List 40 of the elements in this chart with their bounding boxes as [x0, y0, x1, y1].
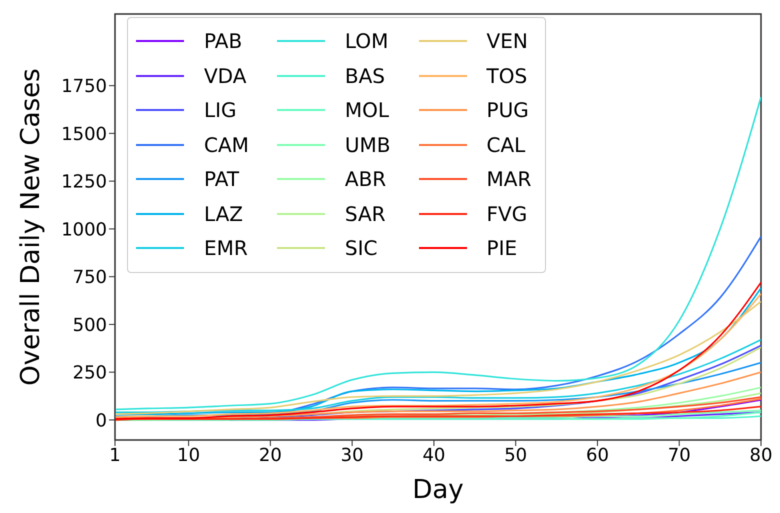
legend-label: BAS	[344, 64, 386, 88]
x-tick-label: 20	[258, 444, 282, 466]
x-tick-label: 80	[750, 444, 772, 466]
legend-label: LAZ	[204, 202, 243, 226]
legend-label: CAM	[204, 132, 249, 157]
x-tick-label: 40	[422, 444, 446, 466]
x-tick-label: 50	[504, 444, 528, 466]
legend-label: PIE	[486, 236, 518, 260]
legend-label: VDA	[204, 64, 246, 88]
legend-label: LIG	[204, 98, 237, 122]
y-tick-label: 1000	[61, 219, 107, 240]
y-tick-label: 500	[72, 314, 107, 336]
x-tick-label: 70	[668, 444, 691, 466]
x-tick-label: 60	[586, 444, 609, 466]
y-tick-label: 1250	[61, 172, 107, 193]
y-axis-title: Overall Daily New Cases	[16, 68, 46, 386]
legend-label: SIC	[344, 236, 378, 260]
x-tick-label: 30	[340, 444, 364, 466]
legend-label: CAL	[486, 132, 526, 157]
legend-label: MAR	[486, 167, 532, 192]
y-tick-label: 0	[96, 410, 107, 432]
legend-label: TOS	[486, 64, 528, 88]
y-tick-label: 250	[72, 362, 107, 384]
y-tick-label: 1500	[61, 124, 107, 145]
legend-label: PAB	[204, 29, 242, 54]
legend-label: VEN	[486, 29, 528, 54]
legend-label: UMB	[344, 132, 391, 157]
x-tick-label: 10	[177, 444, 200, 466]
legend-label: PAT	[204, 167, 240, 192]
x-tick-label: 1	[109, 444, 121, 466]
x-axis-title: Day	[412, 475, 464, 505]
legend-label: LOM	[344, 29, 388, 54]
legend-label: SAR	[344, 202, 386, 226]
y-tick-label: 750	[72, 267, 107, 288]
legend-label: EMR	[204, 236, 248, 260]
legend-label: PUG	[486, 98, 529, 122]
legend-label: ABR	[344, 167, 386, 192]
legend-label: FVG	[486, 202, 528, 226]
y-tick-label: 1750	[61, 76, 107, 98]
legend-label: MOL	[344, 98, 390, 122]
